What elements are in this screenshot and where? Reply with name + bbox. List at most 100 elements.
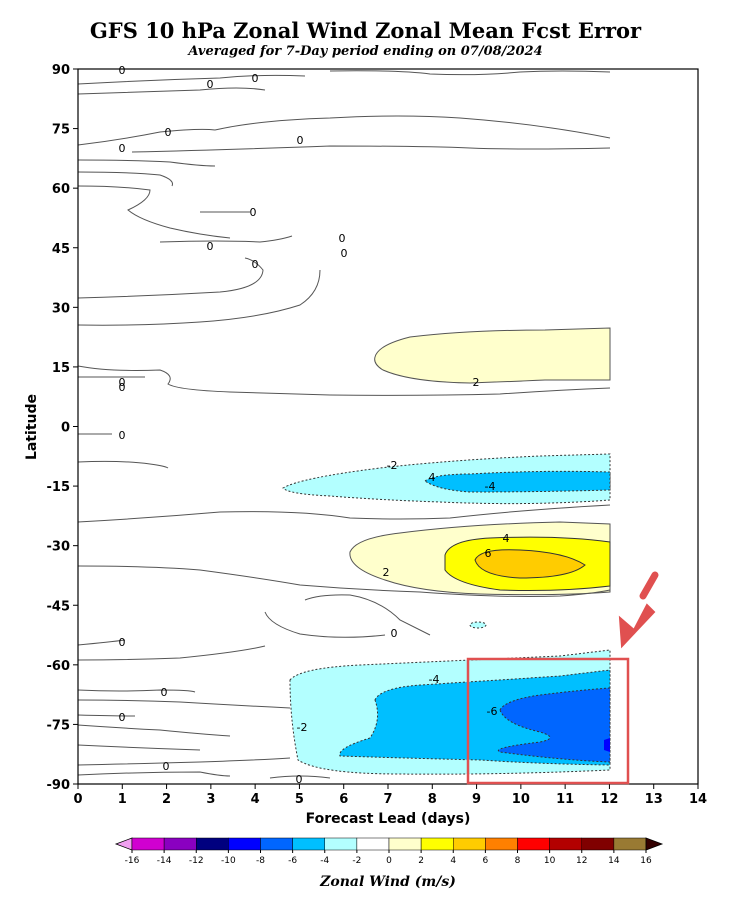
contour-label: -4 <box>485 480 496 493</box>
x-tick-label: 4 <box>251 792 260 807</box>
contour-label: 0 <box>165 126 172 139</box>
contour-label: -2 <box>387 459 398 472</box>
colorbar-swatch <box>549 837 582 851</box>
contour-label: -2 <box>297 721 308 734</box>
colorbar-tick-label: -8 <box>256 856 265 866</box>
x-tick-label: 0 <box>73 792 82 807</box>
contour-label: 0 <box>119 64 126 77</box>
y-axis-title: Latitude <box>24 394 40 460</box>
colorbar-tick-label: -4 <box>320 856 329 866</box>
contour-label: 0 <box>391 627 398 640</box>
y-tick-label: 45 <box>52 242 70 257</box>
contour-label: 0 <box>119 142 126 155</box>
contour-fill-neg-8-polar <box>604 738 610 752</box>
colorbar-tick-label: 16 <box>640 856 652 866</box>
contour-label: 0 <box>252 72 259 85</box>
colorbar-tick-label: 10 <box>544 856 556 866</box>
contour-label: 0 <box>119 636 126 649</box>
colorbar-tick-label: 0 <box>386 856 392 866</box>
colorbar: -16 -14 -12 -10 -8 -6 -4 -2 0 2 4 6 8 10 12 14 16 <box>114 837 664 866</box>
x-tick-label: 1 <box>118 792 127 807</box>
contour-label: 0 <box>341 247 348 260</box>
contour-label: 0 <box>119 711 126 724</box>
contour-label: 0 <box>119 381 126 394</box>
colorbar-extend-high <box>645 837 664 851</box>
contour-fill-pos-6-south <box>474 549 586 579</box>
contour-fill-pos-2-nh <box>374 327 611 384</box>
contour-fill-neg-4-polar <box>339 669 611 766</box>
contour-label: 0 <box>296 773 303 786</box>
y-tick-label: -90 <box>47 778 71 793</box>
colorbar-swatch <box>613 837 647 851</box>
colorbar-swatch <box>260 837 293 851</box>
axis-ticks: 0 1 2 3 4 5 6 7 8 9 10 11 12 13 149075604530150-15-30-… <box>47 63 708 807</box>
contour-label: 0 <box>339 232 346 245</box>
colorbar-tick-label: -12 <box>189 856 204 866</box>
colorbar-swatch <box>356 837 390 851</box>
colorbar-tick-label: 14 <box>608 856 620 866</box>
zero-contour-lines <box>77 70 611 779</box>
colorbar-swatch <box>163 837 197 851</box>
arrow-shaft <box>639 571 659 600</box>
highlight-annotation <box>466 571 659 785</box>
highlight-box <box>466 657 630 785</box>
y-tick-label: -60 <box>47 659 71 674</box>
x-tick-label: 3 <box>206 792 215 807</box>
y-tick-label: 60 <box>52 182 70 197</box>
contour-label: 0 <box>119 376 126 389</box>
colorbar-tick-label: 12 <box>576 856 587 866</box>
colorbar-tick-label: -2 <box>352 856 361 866</box>
contour-label: 0 <box>250 206 257 219</box>
contour-label: 2 <box>383 566 390 579</box>
contour-label: 0 <box>207 78 214 91</box>
colorbar-swatch <box>131 837 165 851</box>
contour-label: 6 <box>485 547 492 560</box>
colorbar-tick-label: 4 <box>450 856 456 866</box>
x-tick-label: 11 <box>556 792 574 807</box>
colorbar-tick-label: 8 <box>515 856 521 866</box>
colorbar-tick-label: 6 <box>483 856 489 866</box>
contour-fill-neg-6-polar <box>497 687 611 763</box>
chart-title: GFS 10 hPa Zonal Wind Zonal Mean Fcst Er… <box>89 18 642 43</box>
y-tick-label: 0 <box>61 421 70 436</box>
colorbar-swatch <box>292 837 325 851</box>
contour-label: 0 <box>207 240 214 253</box>
colorbar-swatch <box>420 837 454 851</box>
chart-subtitle: Averaged for 7-Day period ending on 07/0… <box>188 44 543 59</box>
contour-label: 0 <box>163 760 170 773</box>
contour-fill-small-cyan <box>469 621 487 629</box>
x-tick-label: 5 <box>295 792 304 807</box>
y-tick-label: -30 <box>47 540 71 555</box>
contour-label: -6 <box>487 705 498 718</box>
arrow-head <box>618 603 656 649</box>
contour-label: -4 <box>429 673 440 686</box>
contour-fills <box>282 327 611 775</box>
colorbar-swatch <box>517 837 550 851</box>
contour-label: 4 <box>429 471 436 484</box>
colorbar-tick-label: -16 <box>125 856 140 866</box>
colorbar-tick-label: 2 <box>418 856 424 866</box>
contour-fill-neg-4-south <box>424 470 611 493</box>
contour-label: 0 <box>297 134 304 147</box>
y-tick-label: 30 <box>52 301 70 316</box>
colorbar-swatch <box>485 837 518 851</box>
y-tick-label: -45 <box>47 599 71 614</box>
y-tick-label: 75 <box>52 123 70 138</box>
colorbar-swatch <box>453 837 486 851</box>
contour-label: 0 <box>119 429 126 442</box>
colorbar-tick-label: -10 <box>221 856 236 866</box>
y-tick-label: -75 <box>47 718 71 733</box>
x-tick-label: 7 <box>383 792 392 807</box>
y-tick-label: 90 <box>52 63 70 78</box>
x-tick-label: 6 <box>339 792 348 807</box>
colorbar-tick-label: -14 <box>157 856 172 866</box>
x-tick-label: 2 <box>162 792 171 807</box>
colorbar-swatch <box>196 837 229 851</box>
colorbar-tick-label: -6 <box>288 856 297 866</box>
y-tick-label: -15 <box>47 480 71 495</box>
contour-label: 0 <box>161 686 168 699</box>
x-tick-label: 8 <box>428 792 437 807</box>
colorbar-swatch <box>324 837 358 851</box>
